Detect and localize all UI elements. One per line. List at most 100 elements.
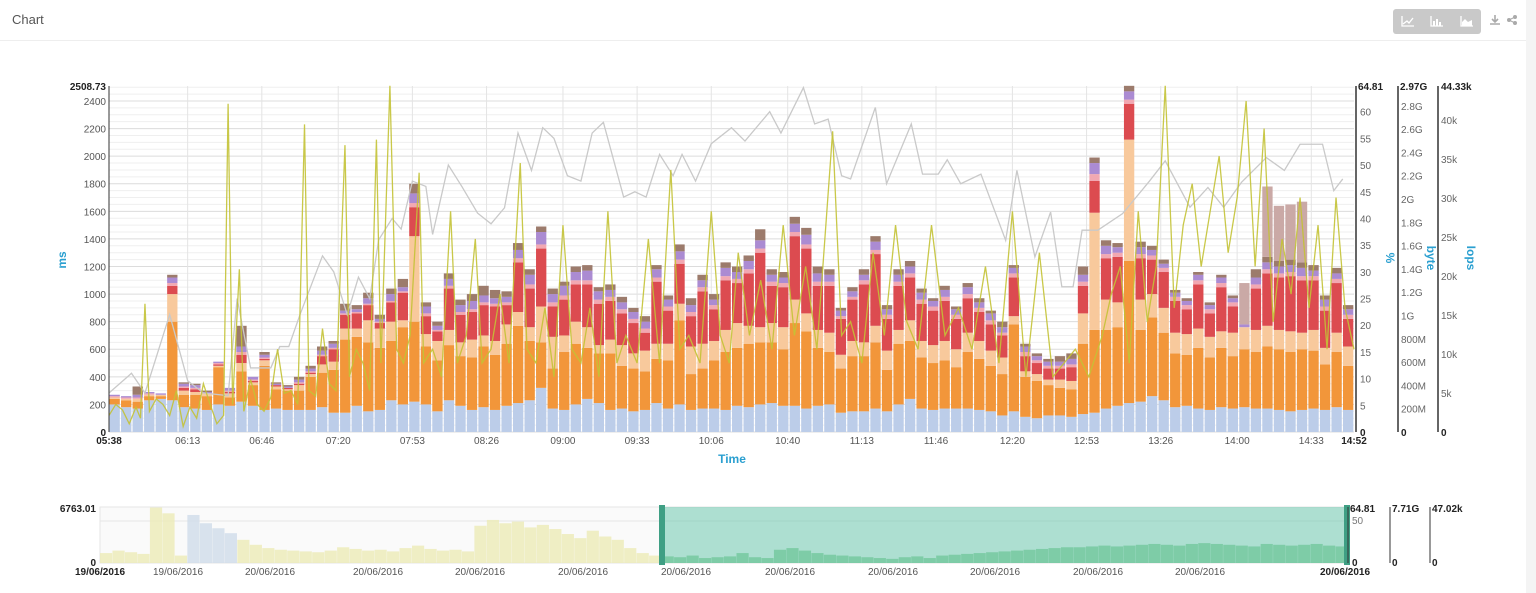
bar-segment-peach xyxy=(340,328,351,340)
bar-segment-orange xyxy=(259,365,270,410)
byte-tick-label: 400M xyxy=(1401,381,1426,392)
bar-segment-blue xyxy=(616,408,628,432)
line-chart-icon xyxy=(1401,16,1415,27)
bar-segment-red xyxy=(420,316,432,335)
bar-segment-blue xyxy=(916,408,927,432)
navigator-bar xyxy=(449,549,462,563)
bar-segment-pink xyxy=(1250,284,1262,289)
share-icon[interactable] xyxy=(1505,13,1519,27)
bar-segment-pink xyxy=(651,277,662,282)
bar-segment-purple xyxy=(893,274,904,282)
navigator-bar xyxy=(1123,545,1136,563)
bar-segment-pink xyxy=(167,283,178,286)
bar-segment-brown xyxy=(1319,295,1331,300)
navigator[interactable]: 19/06/2016 19/06/2016 20/06/2016 20/06/2016… xyxy=(75,505,1431,578)
bar-segment-blue xyxy=(190,408,201,432)
bar-segment-blue xyxy=(466,409,478,432)
bar-stack xyxy=(1031,353,1043,432)
navigator-bar xyxy=(337,547,350,563)
pct-tick-label: 10 xyxy=(1360,375,1372,386)
bar-segment-orange xyxy=(974,358,985,410)
bar-segment-orange xyxy=(720,352,731,410)
navigator-bar xyxy=(973,553,986,563)
bar-segment-pink xyxy=(720,276,731,281)
bar-segment-peach xyxy=(951,349,962,368)
bar-segment-peach xyxy=(1239,327,1250,350)
navigator-bar xyxy=(274,549,287,563)
bar-segment-pink xyxy=(847,296,858,300)
bar-segment-brown xyxy=(512,243,524,250)
bar-chart-button[interactable] xyxy=(1422,9,1451,34)
nav-iops-max: 47.02k xyxy=(1432,504,1463,515)
nav-pct-max: 64.81 xyxy=(1350,504,1375,515)
bar-segment-red xyxy=(363,305,374,321)
download-icon[interactable] xyxy=(1488,13,1502,27)
bar-segment-peach xyxy=(109,397,120,399)
x-tick-label: 12:20 xyxy=(1000,436,1025,447)
bar-segment-red xyxy=(340,314,351,329)
bar-segment-peach xyxy=(328,361,339,370)
x-tick-label: 14:52 xyxy=(1341,436,1367,447)
bar-segment-red xyxy=(213,364,224,366)
navigator-bar xyxy=(174,555,188,563)
bar-segment-purple xyxy=(685,305,697,313)
bar-segment-blue xyxy=(570,404,581,432)
navigator-bar xyxy=(124,552,138,563)
navigator-bar xyxy=(349,548,362,563)
bar-segment-pink xyxy=(927,306,939,311)
bar-segment-blue xyxy=(708,408,720,432)
bar-segment-orange xyxy=(605,353,616,410)
bar-segment-pink xyxy=(478,302,489,306)
bar-segment-brown xyxy=(201,390,213,393)
bar-segment-peach xyxy=(685,346,697,375)
bar-stack xyxy=(1342,305,1354,432)
bar-segment-brown xyxy=(1181,298,1192,301)
bar-segment-blue xyxy=(1296,409,1308,432)
bar-segment-orange xyxy=(270,389,282,409)
bar-segment-brown xyxy=(916,288,927,293)
bar-segment-blue xyxy=(847,411,858,432)
bar-segment-purple xyxy=(939,289,950,297)
bar-segment-purple xyxy=(559,285,570,296)
bar-segment-brown xyxy=(1158,259,1169,264)
bar-segment-purple xyxy=(1089,163,1100,175)
navigator-bar xyxy=(1210,543,1223,563)
bar-stack xyxy=(1020,343,1031,432)
area-chart-button[interactable] xyxy=(1452,9,1481,34)
bar-segment-orange xyxy=(432,360,443,412)
bar-segment-pink xyxy=(985,320,996,325)
bar-segment-orange xyxy=(109,398,120,405)
bar-segment-purple xyxy=(1112,247,1123,253)
bar-segment-brown xyxy=(1089,157,1100,164)
bar-segment-brown xyxy=(755,229,766,241)
bar-segment-pink xyxy=(1285,272,1296,277)
bar-segment-brown xyxy=(708,294,720,300)
bar-segment-red xyxy=(593,303,604,346)
bar-segment-brown xyxy=(1296,262,1308,268)
bar-segment-blue xyxy=(858,411,870,432)
navigator-x-label: 20/06/2016 xyxy=(1175,567,1225,578)
bar-stack xyxy=(1100,240,1112,432)
line-chart-button[interactable] xyxy=(1393,9,1422,34)
bar-segment-brown xyxy=(639,316,651,322)
navigator-bar xyxy=(1160,544,1173,563)
bar-segment-blue xyxy=(155,398,166,432)
bar-segment-pink xyxy=(1066,364,1077,368)
bar-segment-pink xyxy=(789,232,800,237)
navigator-bar xyxy=(1148,543,1161,563)
bar-segment-orange xyxy=(340,339,351,413)
bar-segment-orange xyxy=(1239,349,1250,408)
bar-segment-red xyxy=(1031,363,1043,375)
bar-segment-blue xyxy=(144,400,155,432)
page-scrollbar[interactable] xyxy=(1526,0,1536,593)
y-tick-label: 1400 xyxy=(84,235,107,246)
bar-stack xyxy=(386,288,397,432)
bar-segment-red xyxy=(927,310,939,346)
bar-segment-orange xyxy=(893,343,904,405)
bar-stack xyxy=(478,285,489,432)
bar-segment-peach xyxy=(1170,332,1181,354)
bar-stack xyxy=(501,291,512,432)
navigator-x-label: 19/06/2016 xyxy=(153,567,203,578)
bar-segment-red xyxy=(1250,288,1262,330)
navigator-bar xyxy=(412,545,425,563)
